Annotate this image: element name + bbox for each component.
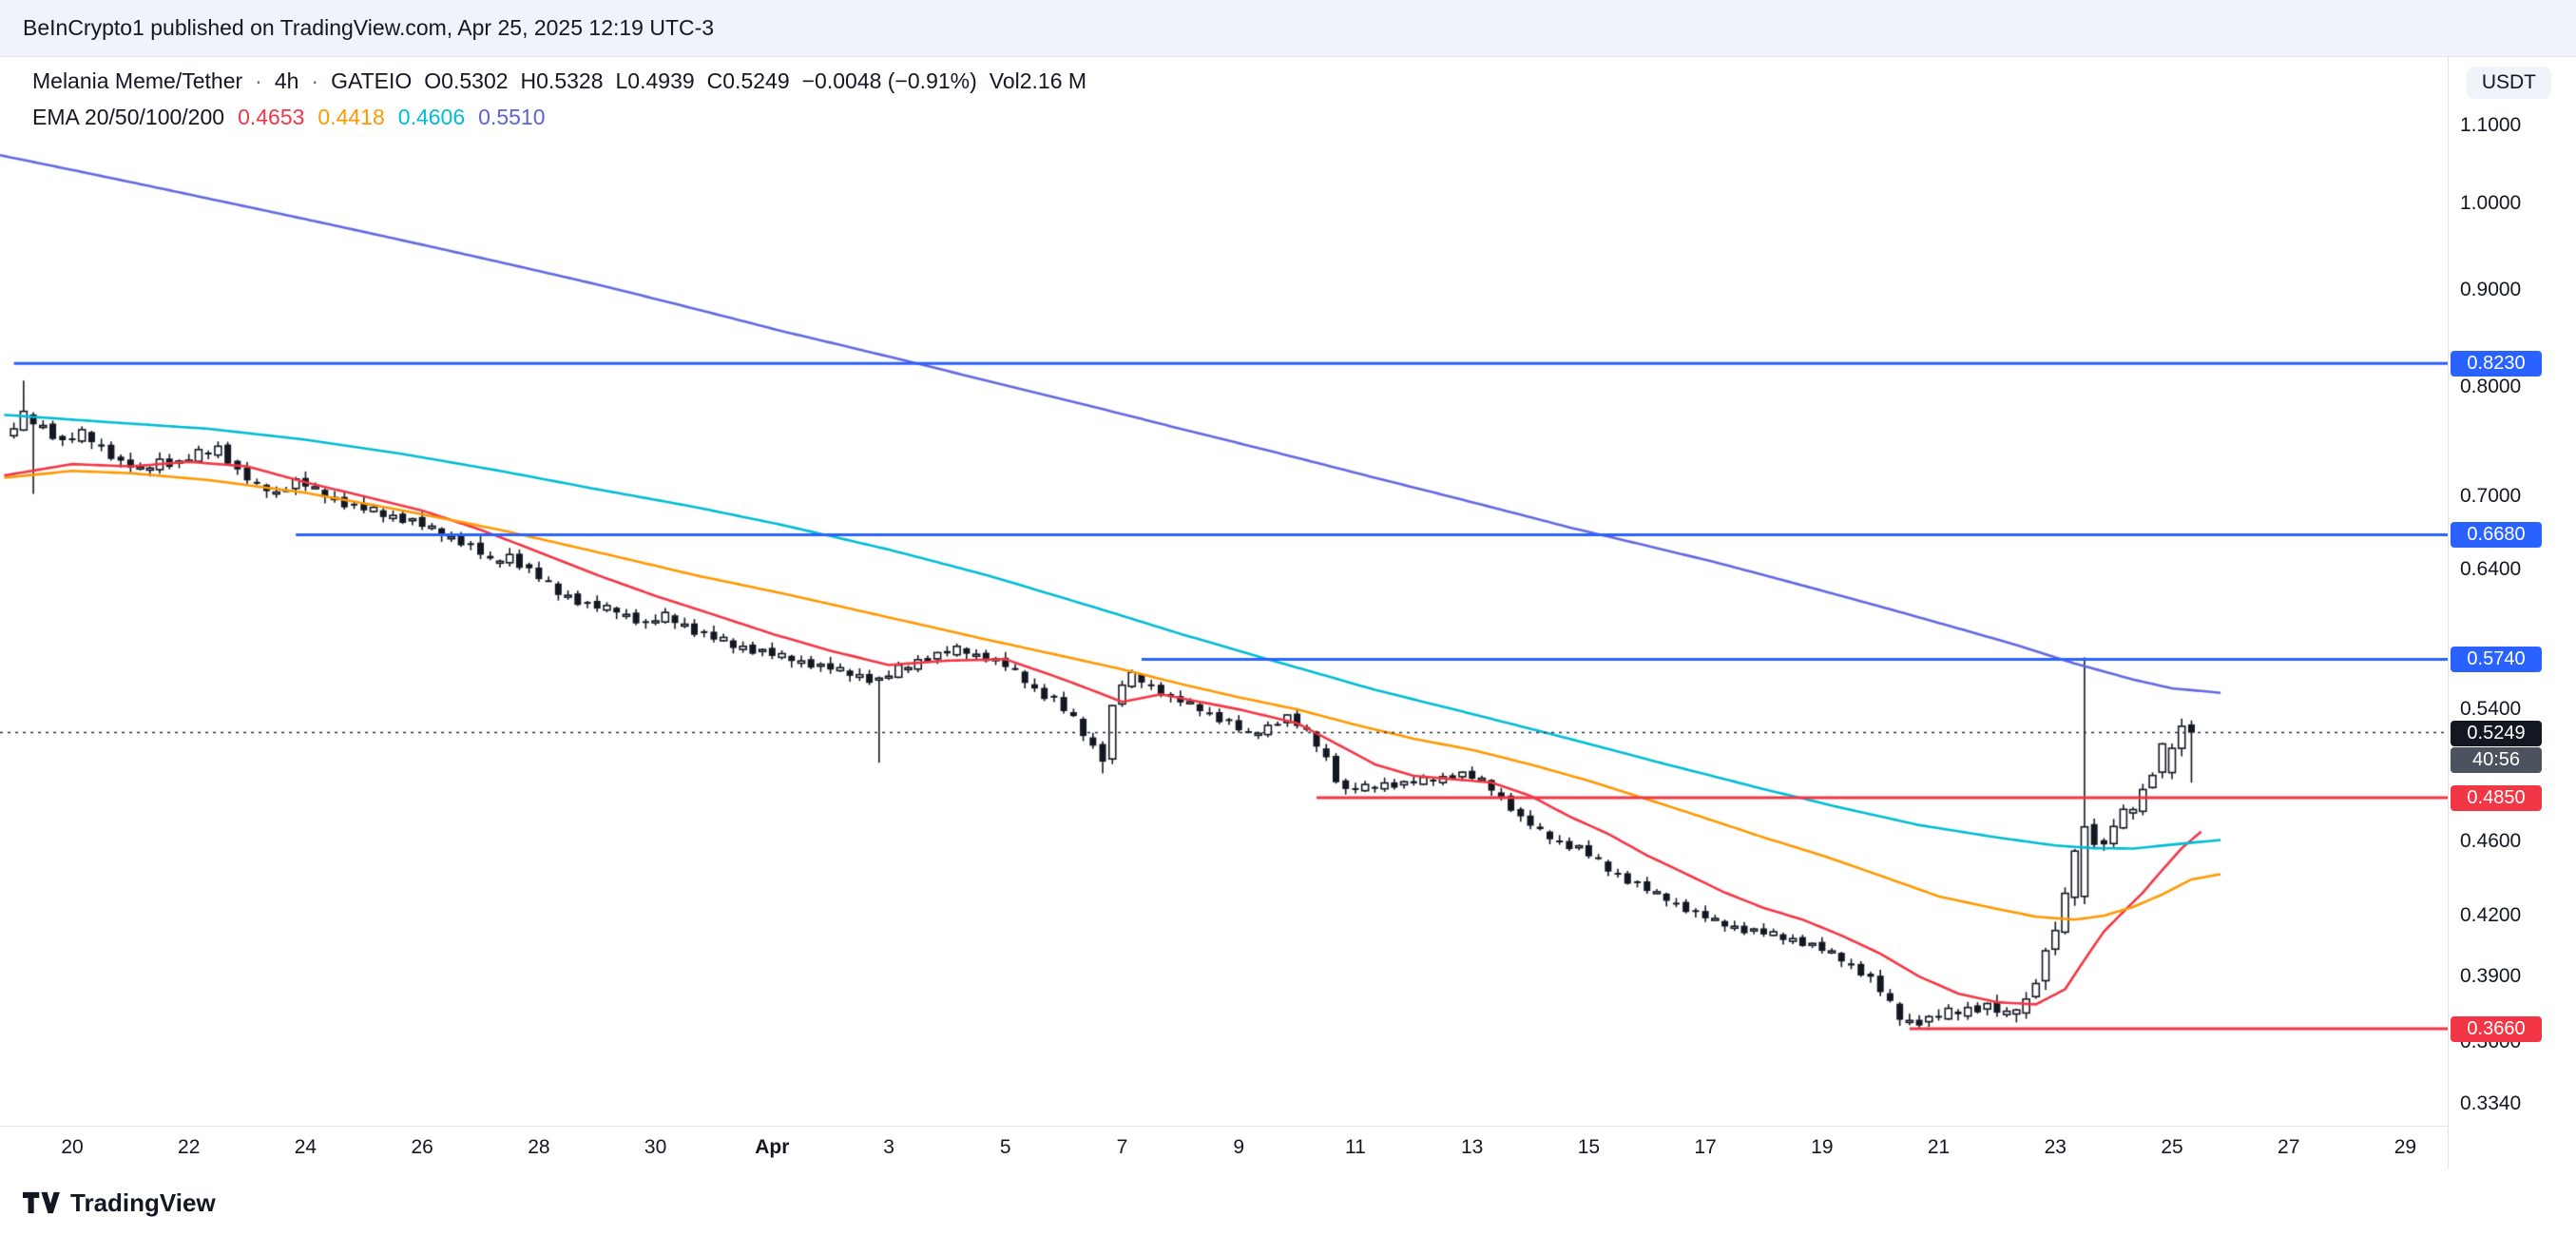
price-axis-label: 1.0000: [2460, 192, 2522, 214]
price-axis-label: 0.3900: [2460, 965, 2522, 988]
ema-legend: EMA 20/50/100/200 0.4653 0.4418 0.4606 0…: [32, 105, 546, 130]
time-axis-label: 30: [644, 1136, 667, 1158]
time-axis-label: 17: [1694, 1136, 1717, 1158]
publish-header: BeInCrypto1 published on TradingView.com…: [0, 0, 2576, 57]
publish-header-text: BeInCrypto1 published on TradingView.com…: [23, 15, 715, 40]
time-axis-label: 27: [2278, 1136, 2300, 1158]
price-axis-label: 0.4200: [2460, 904, 2522, 927]
time-axis-label: 28: [528, 1136, 550, 1158]
price-level-badge: 0.4850: [2451, 784, 2542, 811]
time-axis-label: 29: [2393, 1136, 2417, 1158]
ohlc-open: O0.5302: [424, 68, 509, 93]
symbol-title: Melania Meme/Tether: [32, 68, 243, 93]
time-axis-label: 13: [1460, 1136, 1484, 1158]
legend-separator: ·: [311, 68, 319, 93]
time-axis[interactable]: 20 22 24 26 28 30 Apr 3 5 7 9 11 13 15 17 19 21 23 25 27 29: [0, 1126, 2448, 1170]
time-axis-label: 7: [1116, 1136, 1128, 1158]
ohlc-close: C0.5249: [706, 68, 790, 93]
ema200-value: 0.5510: [478, 105, 546, 129]
ohlc-high: H0.5328: [520, 68, 604, 93]
time-axis-label: 3: [883, 1136, 894, 1158]
price-axis[interactable]: 1.1000 1.0000 0.9000 0.8000 0.7000 0.6400 0.54…: [2448, 57, 2576, 1169]
footer: TradingView: [0, 1169, 2576, 1236]
ohlc-low: L0.4939: [615, 68, 695, 93]
time-axis-label: 23: [2044, 1136, 2067, 1158]
time-axis-label: 11: [1345, 1136, 1366, 1158]
candlestick-chart-pane[interactable]: [0, 57, 2448, 1126]
volume-label: Vol2.16 M: [989, 68, 1087, 93]
price-axis-label: 0.4600: [2460, 829, 2522, 852]
time-axis-label: 25: [2161, 1136, 2183, 1158]
interval-label: 4h: [274, 68, 299, 93]
tradingview-brand-text[interactable]: TradingView: [70, 1188, 216, 1217]
price-level-badge: 0.8230: [2451, 351, 2542, 377]
time-axis-label: 22: [178, 1136, 201, 1158]
exchange-label: GATEIO: [331, 68, 413, 93]
price-level-badge: 0.5740: [2451, 647, 2542, 673]
time-axis-label: 21: [1927, 1136, 1951, 1158]
price-axis-label: 1.1000: [2460, 113, 2522, 136]
price-axis-label: 0.7000: [2460, 485, 2522, 507]
time-axis-label: 15: [1577, 1136, 1601, 1158]
time-axis-label: 9: [1233, 1136, 1245, 1158]
bar-countdown-badge: 40:56: [2451, 746, 2542, 773]
current-price-badge: 0.5249: [2451, 720, 2542, 746]
time-axis-label: 24: [294, 1136, 317, 1158]
price-axis-label: 0.5400: [2460, 698, 2522, 721]
time-axis-label: 20: [61, 1136, 84, 1158]
price-level-badge: 0.6680: [2451, 522, 2542, 549]
price-axis-label: 0.3340: [2460, 1092, 2522, 1114]
time-axis-label: Apr: [755, 1136, 790, 1158]
price-level-badge: 0.3660: [2451, 1015, 2542, 1042]
ema-indicator-label: EMA 20/50/100/200: [32, 105, 225, 129]
price-axis-currency-button[interactable]: USDT: [2466, 67, 2551, 99]
price-axis-label: 0.8000: [2460, 375, 2522, 397]
ema100-value: 0.4606: [397, 105, 466, 129]
symbol-legend: Melania Meme/Tether · 4h · GATEIO O0.530…: [32, 68, 1086, 94]
time-axis-label: 26: [411, 1136, 433, 1158]
ema50-value: 0.4418: [317, 105, 385, 129]
tradingview-logo-icon[interactable]: [23, 1191, 61, 1214]
legend-separator: ·: [255, 68, 262, 93]
time-axis-label: 19: [1811, 1136, 1834, 1158]
time-axis-label: 5: [999, 1136, 1011, 1158]
ema20-value: 0.4653: [238, 105, 305, 129]
price-axis-label: 0.9000: [2460, 278, 2522, 300]
change-label: −0.0048 (−0.91%): [801, 68, 977, 93]
price-axis-label: 0.6400: [2460, 558, 2522, 581]
